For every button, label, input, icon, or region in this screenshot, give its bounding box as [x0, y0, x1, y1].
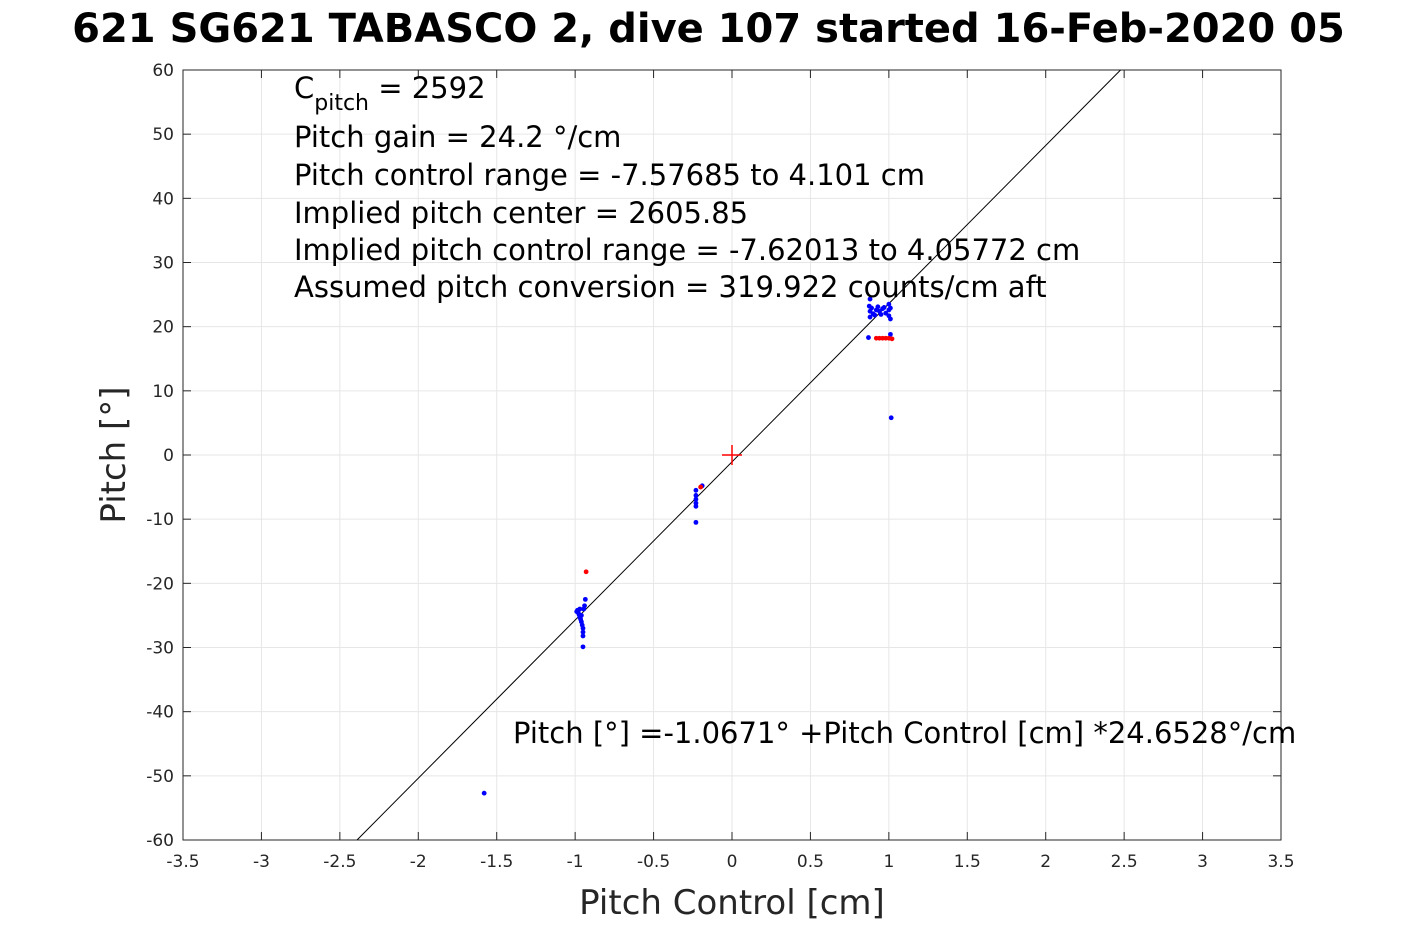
data-point — [889, 336, 895, 342]
y-tick-label: -60 — [146, 831, 174, 851]
y-tick-label: -30 — [146, 639, 174, 659]
y-tick-label: -50 — [146, 767, 174, 787]
x-tick-label: 3.5 — [1267, 852, 1294, 872]
y-tick-label: 0 — [163, 446, 174, 466]
y-tick-label: 30 — [152, 254, 174, 274]
data-points — [481, 296, 895, 796]
x-tick-label: 2 — [1040, 852, 1051, 872]
data-point — [693, 487, 699, 493]
plot-frame — [182, 69, 1282, 841]
x-tick-label: -3.5 — [166, 852, 199, 872]
annotation-line: Assumed pitch conversion = 319.922 count… — [294, 270, 1047, 304]
annotation-line: Implied pitch control range = -7.62013 t… — [294, 233, 1080, 267]
x-tick-label: -2 — [410, 852, 427, 872]
data-point — [580, 633, 586, 639]
x-tick-label: -3 — [253, 852, 270, 872]
y-tick-label: -20 — [146, 574, 174, 594]
data-point — [693, 519, 699, 525]
data-point — [872, 312, 878, 318]
y-tick-label: 60 — [152, 61, 174, 81]
data-point — [867, 314, 873, 320]
data-point — [878, 312, 884, 317]
data-point — [579, 613, 584, 618]
data-point — [581, 606, 587, 612]
data-point — [693, 493, 699, 498]
data-point — [582, 596, 588, 602]
x-tick-label: 3 — [1197, 852, 1208, 872]
data-point — [574, 609, 580, 614]
y-tick-label: -10 — [146, 510, 174, 530]
data-point — [875, 304, 881, 310]
cpitch-subscript: pitch — [314, 91, 369, 116]
cpitch-prefix: C — [294, 71, 314, 105]
y-tick-label: 40 — [152, 189, 174, 209]
parameter-annotations: Cpitch = 2592 Pitch gain = 24.2 °/cm Pit… — [294, 71, 1296, 750]
data-point — [888, 331, 893, 337]
data-point — [693, 496, 699, 502]
data-point — [481, 790, 487, 796]
center-marker-group — [722, 445, 742, 465]
y-axis-label: Pitch [°] — [94, 386, 134, 523]
chart-title: 621 SG621 TABASCO 2, dive 107 started 16… — [72, 6, 1345, 52]
x-tick-label: 1 — [883, 852, 894, 872]
data-point — [580, 629, 586, 635]
y-tick-label: 10 — [152, 382, 174, 402]
data-point — [886, 301, 892, 307]
data-point — [888, 316, 893, 322]
annotation-line: Implied pitch center = 2605.85 — [294, 196, 748, 230]
data-point — [881, 305, 887, 310]
data-point — [580, 625, 586, 631]
data-point — [580, 644, 586, 650]
x-tick-label: -2.5 — [323, 852, 356, 872]
x-tick-label: 2.5 — [1111, 852, 1138, 872]
data-point — [869, 305, 875, 311]
data-point — [866, 335, 871, 340]
y-tick-label: -40 — [146, 703, 174, 723]
fit-equation: Pitch [°] =-1.0671° +Pitch Control [cm] … — [513, 716, 1296, 750]
annotation-line: Pitch gain = 24.2 °/cm — [294, 120, 621, 154]
data-point — [867, 296, 873, 302]
x-tick-label: -1 — [567, 852, 584, 872]
x-axis-label: Pitch Control [cm] — [579, 883, 885, 923]
y-tick-label: 50 — [152, 125, 174, 145]
data-point — [888, 415, 894, 421]
data-point — [698, 484, 704, 490]
x-tick-label: 0 — [727, 852, 738, 872]
data-point — [583, 569, 589, 575]
x-tick-label: 0.5 — [797, 852, 824, 872]
x-tick-label: 1.5 — [954, 852, 981, 872]
y-tick-label: 20 — [152, 318, 174, 338]
annotation-line: Pitch control range = -7.57685 to 4.101 … — [294, 158, 925, 192]
x-tick-label: -0.5 — [637, 852, 670, 872]
x-tick-label: -1.5 — [480, 852, 513, 872]
y-tick-labels: -60 -50 -40 -30 -20 -10 0 10 20 30 40 50 60 — [146, 61, 174, 851]
cpitch-value: = 2592 — [369, 71, 486, 105]
data-point — [693, 503, 699, 509]
cpitch-annotation: Cpitch = 2592 — [294, 71, 486, 116]
axis-ticks — [182, 69, 1282, 841]
data-point — [888, 305, 893, 311]
x-tick-labels: -3.5 -3 -2.5 -2 -1.5 -1 -0.5 0 0.5 1 1.5 2 2.5 3 3.5 — [166, 852, 1294, 872]
